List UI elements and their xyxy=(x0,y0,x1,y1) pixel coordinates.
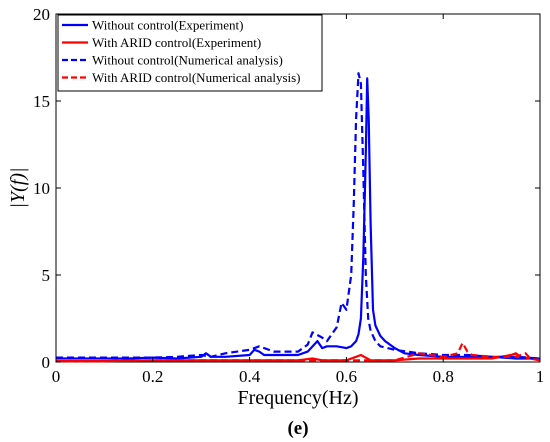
x-tick-label: 1 xyxy=(536,367,545,386)
series-line-4 xyxy=(56,341,541,363)
series-line-3 xyxy=(56,72,541,360)
y-axis: 0 5 10 15 20 xyxy=(33,5,540,372)
x-tick-label: 0.2 xyxy=(142,367,163,386)
x-tick-label: 0.4 xyxy=(239,367,261,386)
legend-entry-2: With ARID control(Experiment) xyxy=(92,35,261,50)
figure-caption: (e) xyxy=(287,418,308,439)
x-tick-label: 0.8 xyxy=(433,367,454,386)
x-tick-label: 0.6 xyxy=(336,367,357,386)
x-tick-label: 0 xyxy=(52,367,61,386)
y-tick-label: 5 xyxy=(42,266,51,285)
y-tick-label: 0 xyxy=(42,353,51,372)
y-tick-label: 20 xyxy=(33,5,50,24)
plot-area xyxy=(55,13,541,363)
series-layer xyxy=(56,72,541,363)
y-axis-label: |Y(f)| xyxy=(7,168,29,209)
legend-entry-4: With ARID control(Numerical analysis) xyxy=(92,70,301,85)
series-line-1 xyxy=(56,77,540,360)
legend-entry-3: Without control(Numerical analysis) xyxy=(92,53,283,68)
y-tick-label: 10 xyxy=(33,179,50,198)
legend: Without control(Experiment) With ARID con… xyxy=(57,14,323,92)
legend-box xyxy=(57,14,323,92)
x-axis-label: Frequency(Hz) xyxy=(237,387,358,409)
legend-entry-1: Without control(Experiment) xyxy=(92,18,243,33)
y-tick-label: 15 xyxy=(33,92,50,111)
